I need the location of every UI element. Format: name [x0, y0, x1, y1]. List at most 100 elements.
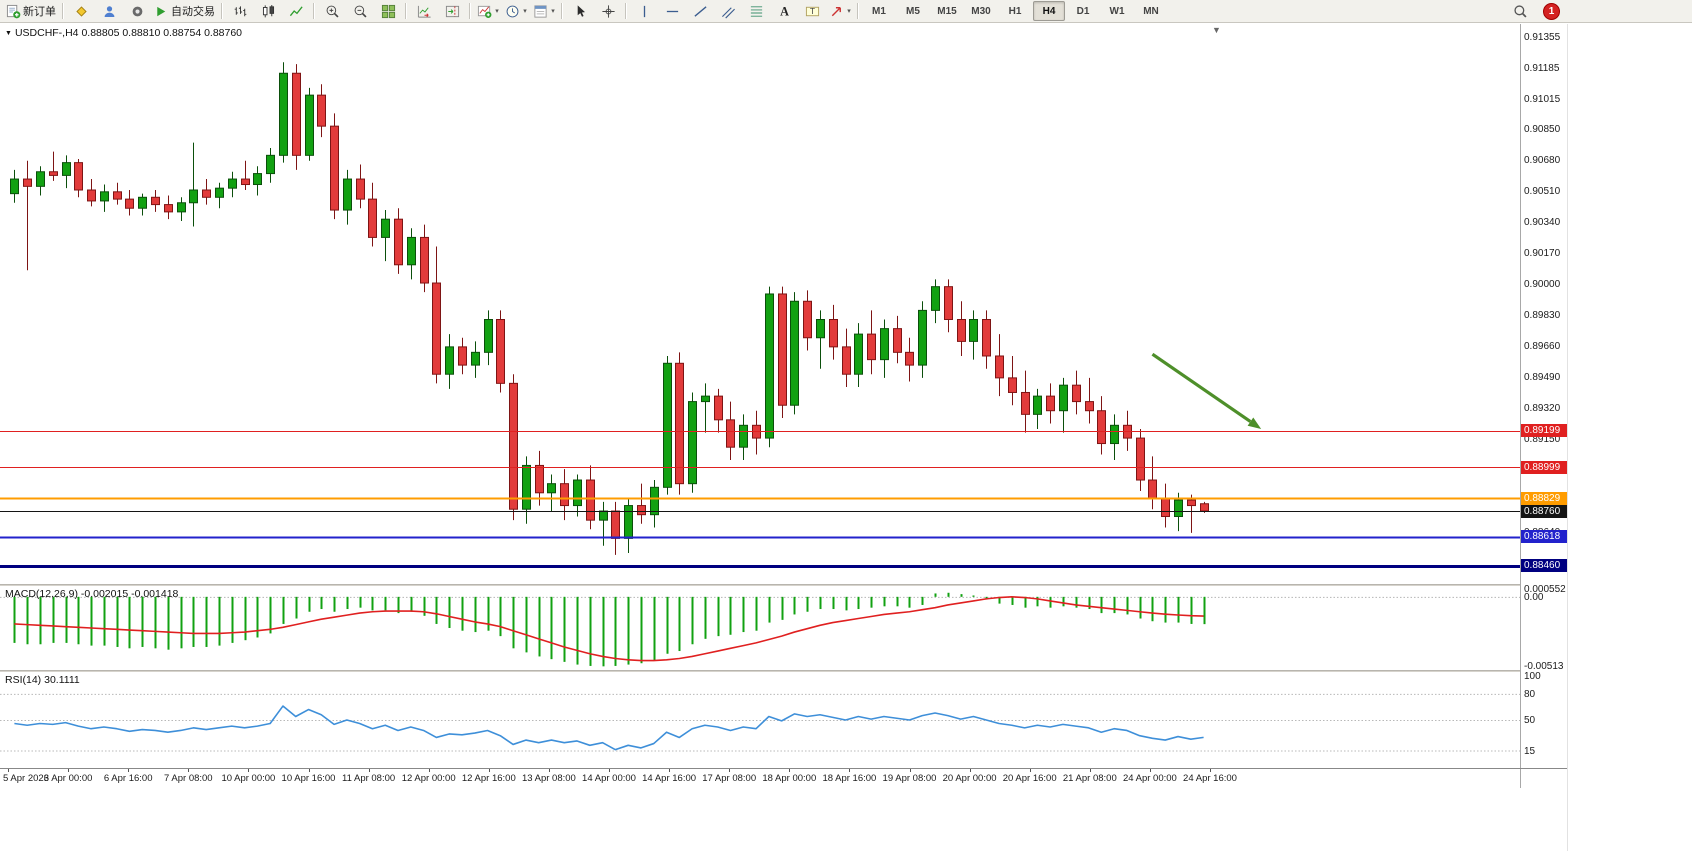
svg-text:A: A — [780, 4, 789, 18]
price-axis-label: 0.90680 — [1524, 154, 1561, 166]
bars-icon — [233, 4, 248, 19]
timeframe-button-m5[interactable]: M5 — [906, 5, 920, 17]
toolbar-separator — [221, 3, 223, 19]
time-axis-label: 6 Apr 00:00 — [43, 773, 93, 784]
toolbar-separator — [857, 3, 859, 19]
chart-shift-marker-icon[interactable]: ▼ — [1212, 25, 1221, 35]
time-axis-tick — [789, 769, 791, 772]
templates-button[interactable]: ▾ — [530, 0, 558, 22]
fibonacci-button[interactable] — [742, 0, 770, 22]
time-axis-tick — [1210, 769, 1211, 772]
autoscroll-icon — [417, 4, 432, 19]
bar-chart-button[interactable] — [226, 0, 254, 22]
price-line-tag: 0.88999 — [1521, 460, 1567, 474]
price-axis-label: 0.90340 — [1524, 216, 1561, 228]
timeframe-button-d1[interactable]: D1 — [1076, 5, 1090, 17]
price-axis[interactable] — [1520, 24, 1567, 788]
person-icon — [102, 4, 117, 19]
arrow-tools-button[interactable]: ▾ — [826, 0, 854, 22]
timeframe-button-h4[interactable]: H4 — [1033, 1, 1065, 21]
notification-badge[interactable]: 1 — [1543, 3, 1560, 20]
price-line-tag: 0.88460 — [1521, 559, 1567, 573]
chart-shift-button[interactable] — [438, 0, 466, 22]
price-axis-label: 0.90170 — [1524, 247, 1561, 259]
symbol-text: USDCHF-,H4 — [14, 27, 79, 39]
timeframe-button-m15[interactable]: M15 — [937, 5, 957, 17]
vertical-line-button[interactable] — [630, 0, 658, 22]
text-button[interactable]: A — [770, 0, 798, 22]
price-axis-label: 0.91015 — [1524, 93, 1561, 105]
time-axis-label: 5 Apr 2023 — [3, 773, 49, 784]
hline-icon — [665, 4, 680, 19]
indicators-button[interactable]: ▾ — [474, 0, 502, 22]
panel-resize-handle[interactable] — [0, 584, 1567, 586]
cursor-icon — [573, 4, 588, 19]
data-window-button[interactable] — [95, 0, 123, 22]
timeframe-button-mn[interactable]: MN — [1143, 5, 1159, 17]
price-line-tag: 0.88760 — [1521, 504, 1567, 518]
price-axis-label: 0.89150 — [1524, 433, 1561, 445]
new-order-button[interactable]: 新订单 — [3, 0, 59, 22]
tile-windows-button[interactable] — [374, 0, 402, 22]
price-axis-label: 0.90850 — [1524, 123, 1561, 135]
macd-canvas[interactable] — [0, 586, 1520, 670]
trendline-button[interactable] — [686, 0, 714, 22]
timeframe-button-h1[interactable]: H1 — [1008, 5, 1022, 17]
timeframe-button-m1[interactable]: M1 — [872, 5, 886, 17]
record-icon — [130, 4, 145, 19]
shift-icon — [445, 4, 460, 19]
timeframe-button-w1[interactable]: W1 — [1109, 5, 1125, 17]
indicators-icon — [477, 4, 492, 19]
cube-icon — [74, 4, 89, 19]
auto-scroll-button[interactable] — [410, 0, 438, 22]
macd-axis-label: 0.000552 — [1524, 584, 1566, 596]
rsi-axis-label: 80 — [1524, 688, 1536, 700]
time-axis-tick — [909, 769, 911, 772]
panel-resize-handle[interactable] — [0, 670, 1567, 672]
collapse-arrow-icon[interactable]: ▼ — [5, 30, 12, 37]
horizontal-line-button[interactable] — [658, 0, 686, 22]
rsi-indicator-label: RSI(14) 30.1111 — [5, 674, 80, 686]
market-watch-button[interactable] — [67, 0, 95, 22]
text-label-button[interactable]: T — [798, 0, 826, 22]
template-icon — [533, 4, 548, 19]
crosshair-button[interactable] — [594, 0, 622, 22]
timeframe-button-m30[interactable]: M30 — [971, 5, 991, 17]
time-axis-label: 24 Apr 00:00 — [1122, 773, 1177, 784]
strategy-tester-button[interactable] — [123, 0, 151, 22]
price-axis-label: 0.89490 — [1524, 371, 1561, 383]
zoom-out-button[interactable] — [346, 0, 374, 22]
rsi-axis-label: 100 — [1524, 671, 1541, 683]
autotrading-button[interactable]: 自动交易 — [151, 0, 218, 22]
time-axis-label: 10 Apr 16:00 — [281, 773, 336, 784]
equidistant-channel-button[interactable] — [714, 0, 742, 22]
price-axis-label: 0.91185 — [1524, 62, 1560, 74]
time-axis-label: 10 Apr 00:00 — [221, 773, 276, 784]
time-axis-label: 12 Apr 00:00 — [401, 773, 456, 784]
ohlc-text: 0.88805 0.88810 0.88754 0.88760 — [81, 27, 243, 39]
svg-text:T: T — [809, 6, 814, 16]
search-button[interactable] — [1506, 1, 1534, 23]
time-axis-tick — [128, 769, 130, 772]
periods-button[interactable]: ▾ — [502, 0, 530, 22]
linechart-icon — [289, 4, 304, 19]
autotrading-button-label: 自动交易 — [171, 6, 215, 18]
line-chart-button[interactable] — [282, 0, 310, 22]
candlestick-chart-button[interactable] — [254, 0, 282, 22]
time-axis-label: 14 Apr 16:00 — [642, 773, 697, 784]
rsi-canvas[interactable] — [0, 672, 1520, 768]
time-axis-tick — [729, 769, 731, 772]
price-chart-canvas[interactable] — [0, 24, 1520, 584]
time-axis-label: 13 Apr 08:00 — [521, 773, 576, 784]
zoom-in-button[interactable] — [318, 0, 346, 22]
time-axis-label: 6 Apr 16:00 — [103, 773, 153, 784]
play-icon — [154, 4, 169, 19]
dropdown-caret-icon: ▾ — [847, 8, 851, 15]
toolbar-separator — [561, 3, 563, 19]
time-axis-tick — [248, 769, 250, 772]
time-axis[interactable]: 5 Apr 2023 6 Apr 00:00 6 Apr 16:00 7 Apr 08… — [0, 768, 1567, 789]
time-axis-tick — [849, 769, 851, 772]
time-axis-tick — [308, 769, 310, 772]
cursor-button[interactable] — [566, 0, 594, 22]
